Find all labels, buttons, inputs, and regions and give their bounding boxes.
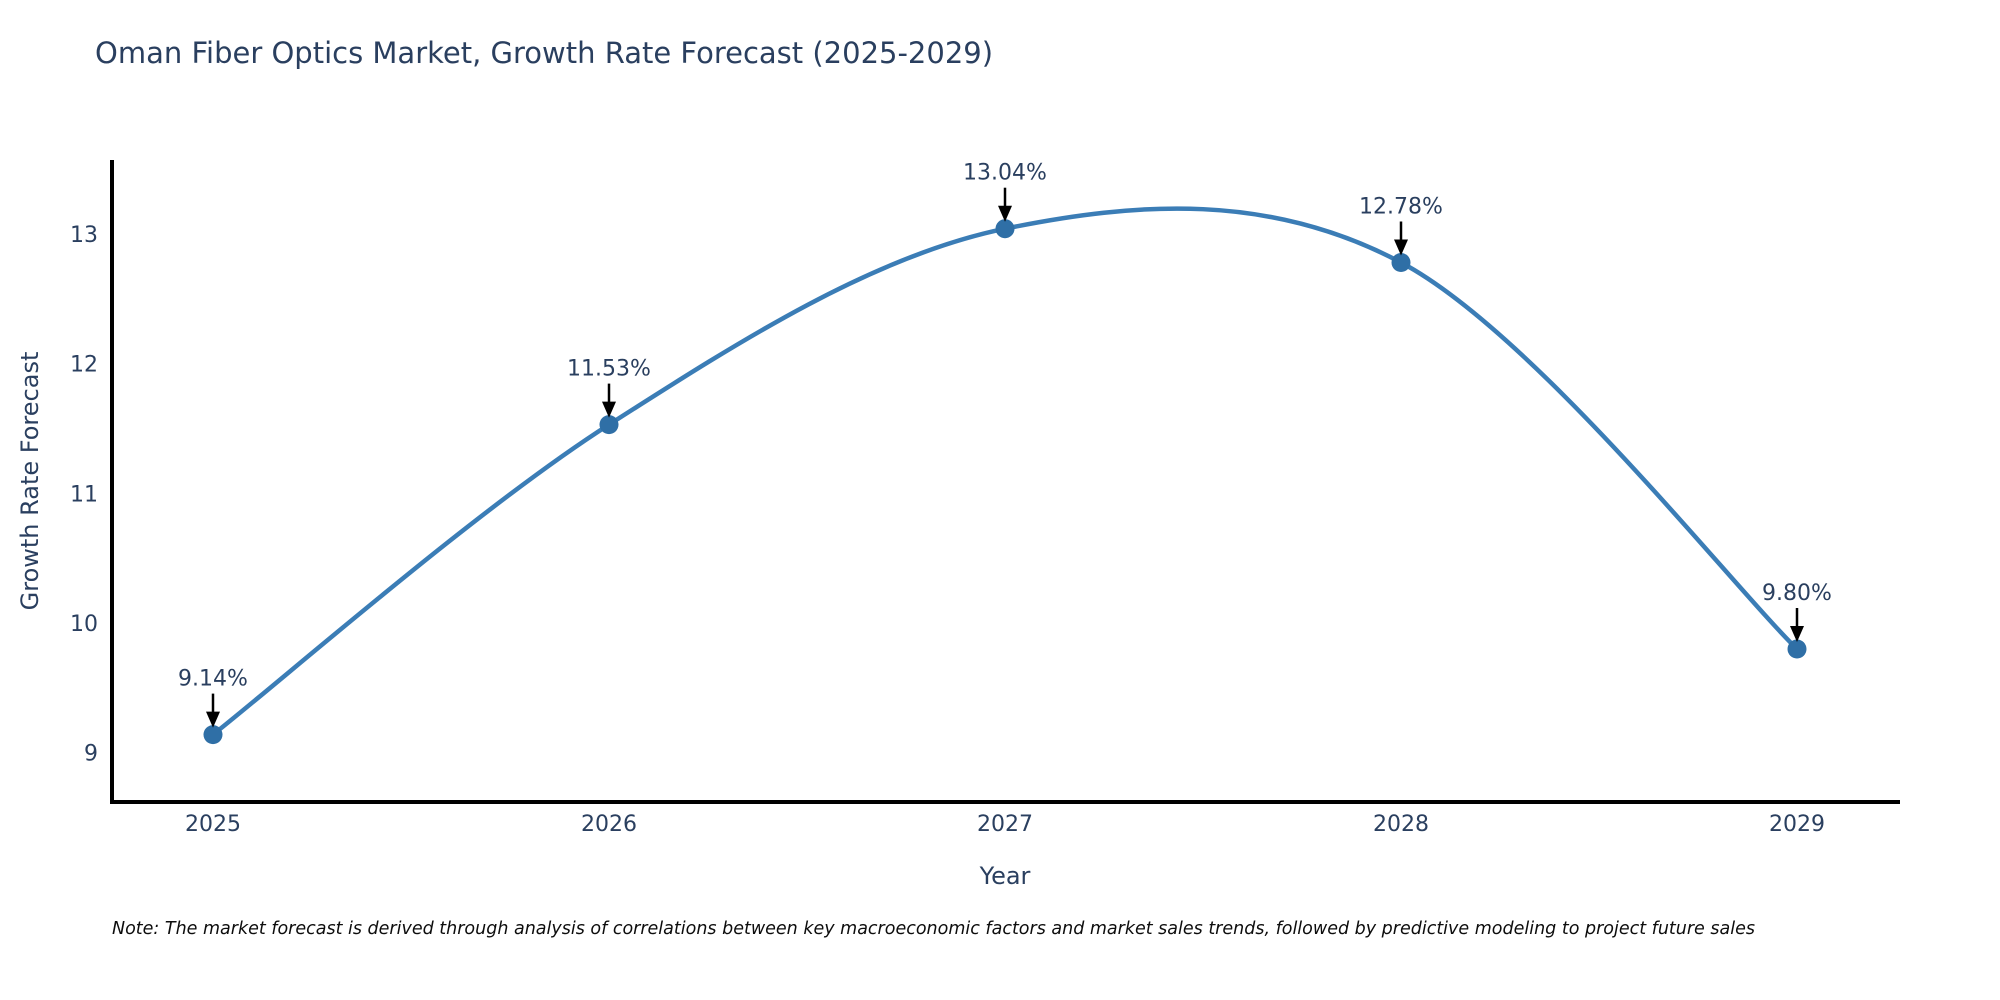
x-tick-label: 2029 [1769,812,1825,837]
y-tick-label: 10 [70,612,98,637]
x-tick-label: 2027 [977,812,1033,837]
axis-lines [110,160,1900,804]
trend-line [210,206,1800,737]
data-point-2027[interactable] [995,219,1015,239]
y-tick-label: 11 [70,482,98,507]
annotation-arrowhead [998,205,1012,222]
x-tick-label: 2025 [185,812,241,837]
y-tick-label: 9 [84,742,98,767]
annotation-arrowhead [1790,626,1804,642]
point-annotation: 9.80% [1762,581,1832,642]
y-tick-label: 12 [70,353,98,378]
annotation-label: 9.80% [1762,581,1832,606]
y-tick-label: 13 [70,223,98,248]
data-point-2025[interactable] [203,725,223,745]
annotation-label: 12.78% [1359,195,1443,220]
y-axis-title: Growth Rate Forecast [16,351,44,611]
x-axis-title: Year [979,862,1031,890]
annotation-arrowhead [206,711,220,728]
annotation-label: 9.14% [178,667,248,692]
point-annotation: 13.04% [963,161,1047,222]
point-annotation: 11.53% [567,357,651,418]
annotation-arrowhead [602,401,616,418]
footnote: Note: The market forecast is derived thr… [112,919,1755,939]
point-annotation: 9.14% [178,667,248,728]
point-annotation: 12.78% [1359,195,1443,256]
data-point-2029[interactable] [1787,639,1807,659]
annotation-arrowhead [1394,239,1408,256]
data-point-2028[interactable] [1391,253,1411,272]
data-point-2026[interactable] [599,415,619,435]
annotation-label: 11.53% [567,357,651,382]
annotation-label: 13.04% [963,161,1047,186]
x-tick-label: 2028 [1373,812,1429,837]
chart-title: Oman Fiber Optics Market, Growth Rate Fo… [95,36,994,70]
x-tick-label: 2026 [581,812,637,837]
